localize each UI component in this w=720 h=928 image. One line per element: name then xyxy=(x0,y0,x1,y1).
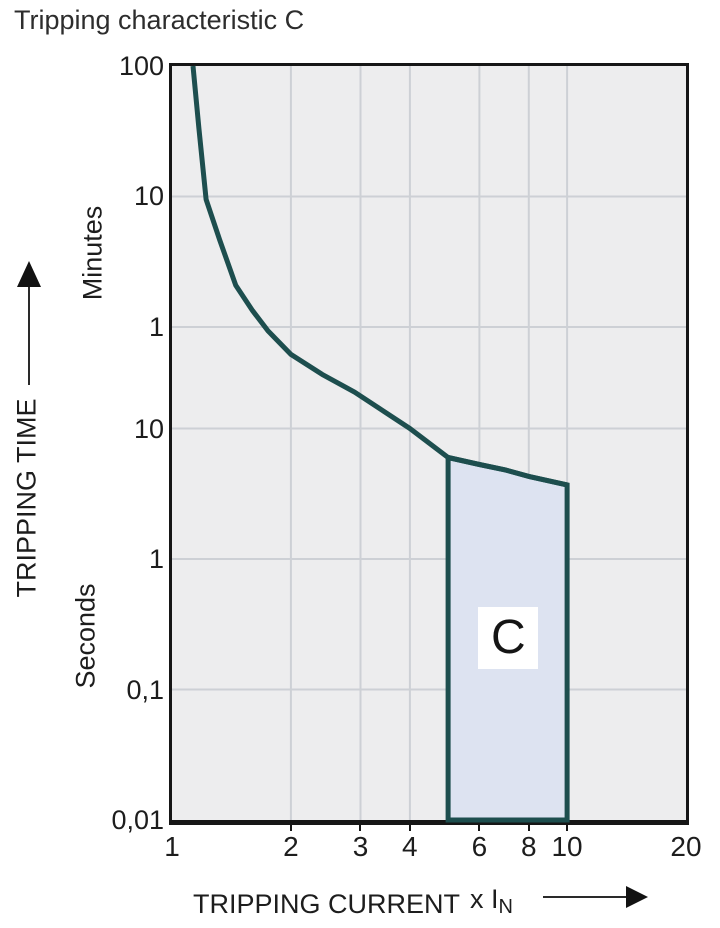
x-tick-label: 20 xyxy=(670,831,702,862)
y-tick-label: 1 xyxy=(148,544,164,575)
y-tick-label: 0,1 xyxy=(126,674,164,705)
x-axis-title: TRIPPING CURRENT xyxy=(193,889,461,919)
x-tick-mark xyxy=(408,825,411,831)
x-tick-label: 3 xyxy=(352,831,369,862)
x-axis-unit-label: x IN xyxy=(470,884,513,919)
x-tick-mark xyxy=(566,825,569,831)
y-axis-title: TRIPPING TIME xyxy=(11,398,42,598)
x-tick-label: 2 xyxy=(283,831,299,862)
y-tick-label: 0,01 xyxy=(111,805,164,835)
y-tick-label: 10 xyxy=(133,181,164,212)
y-axis-tick-labels: 100 10 1 10 1 0,1 0,01 xyxy=(96,51,164,835)
x-tick-label: 1 xyxy=(164,831,180,862)
x-tick-label: 10 xyxy=(551,831,583,862)
chart-title: Tripping characteristic C xyxy=(14,5,305,35)
x-tick-mark xyxy=(289,825,292,831)
x-unit-subscript: N xyxy=(498,896,513,918)
plot-area: C xyxy=(169,63,689,825)
x-tick-mark xyxy=(359,825,362,831)
x-tick-mark xyxy=(478,825,481,831)
x-tick-label: 4 xyxy=(402,831,418,862)
region-c-label: C xyxy=(478,606,539,669)
y-tick-label: 10 xyxy=(133,413,164,444)
y-axis-arrow-line xyxy=(28,287,30,385)
x-tick-label: 6 xyxy=(471,831,488,862)
x-tick-mark xyxy=(527,825,530,831)
x-unit-prefix: x I xyxy=(470,884,499,914)
x-axis-arrow-line xyxy=(543,896,627,898)
y-tick-label: 1 xyxy=(148,311,164,342)
x-tick-label: 8 xyxy=(520,831,537,862)
chart-canvas xyxy=(172,65,686,823)
tripping-curve xyxy=(190,65,568,488)
y-axis-up-arrow-icon xyxy=(17,261,41,287)
x-axis-tick-labels: 1 2 3 4 6 8 10 20 xyxy=(164,825,702,865)
y-tick-label: 100 xyxy=(118,51,164,81)
x-axis-right-arrow-icon xyxy=(626,886,648,908)
